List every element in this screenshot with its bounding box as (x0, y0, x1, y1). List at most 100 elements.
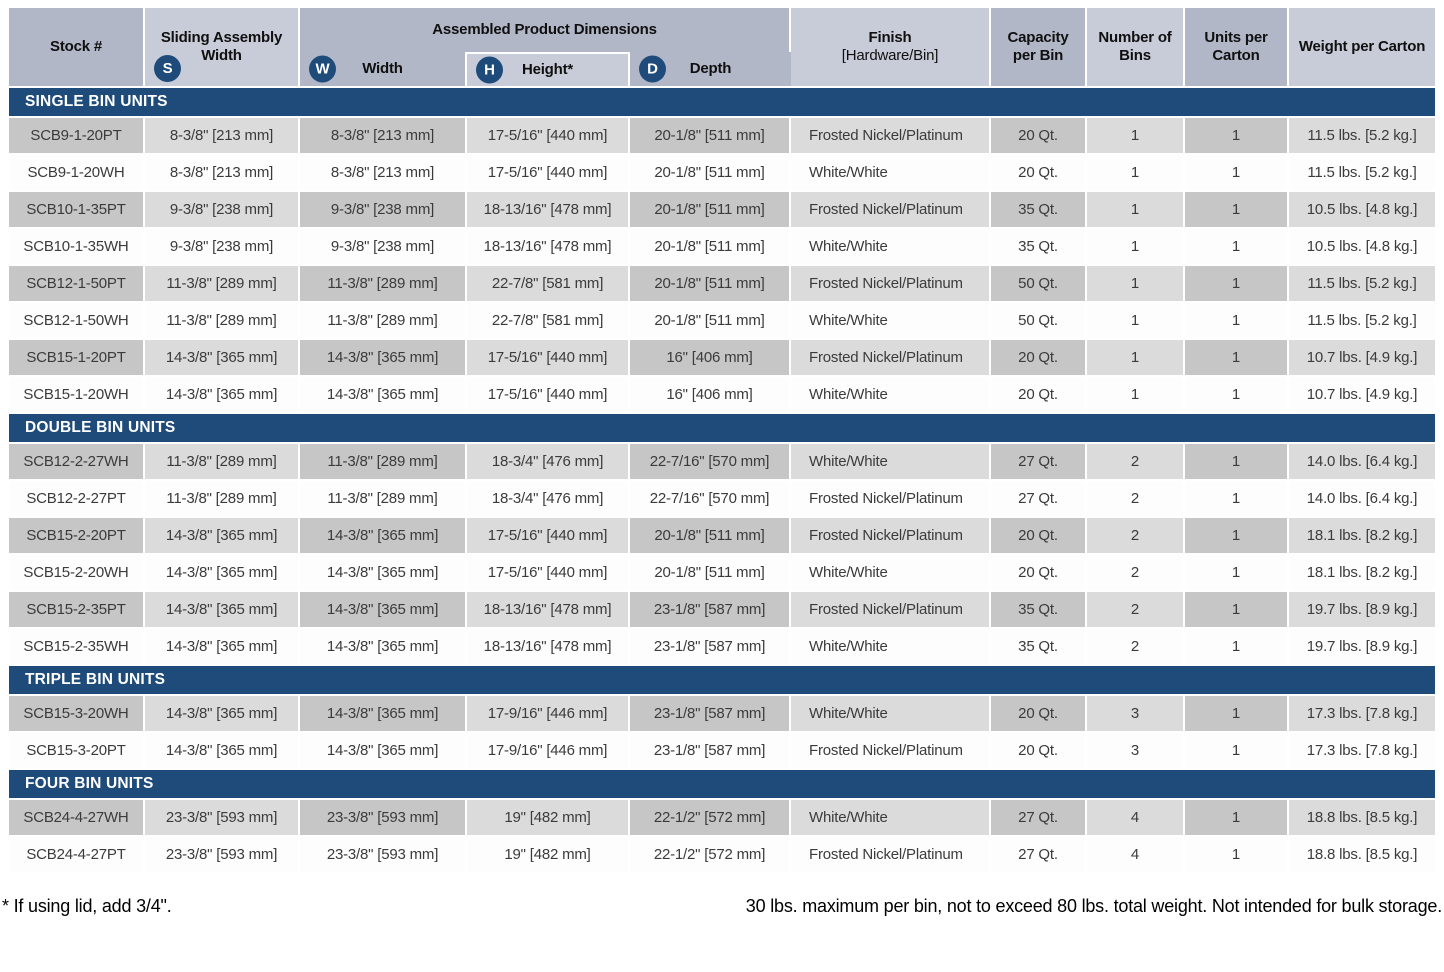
units-per-carton: 1 (1185, 481, 1289, 518)
width-label: Width (362, 60, 403, 78)
stock-number: SCB24-4-27PT (9, 837, 145, 874)
spec-row: SCB10-1-35WH 9-3/8" [238 mm] 9-3/8" [238 m… (9, 229, 1435, 266)
capacity-per-bin: 20 Qt. (991, 377, 1087, 414)
number-of-bins: 2 (1087, 444, 1185, 481)
spec-row: SCB15-2-20WH 14-3/8" [365 mm] 14-3/8" [365… (9, 555, 1435, 592)
footnote-lid: * If using lid, add 3/4". (2, 896, 172, 916)
spec-row: SCB9-1-20WH 8-3/8" [213 mm] 8-3/8" [213 mm… (9, 155, 1435, 192)
number-of-bins: 3 (1087, 696, 1185, 733)
weight-per-carton: 14.0 lbs. [6.4 kg.] (1289, 481, 1435, 518)
number-of-bins: 2 (1087, 592, 1185, 629)
spec-sheet: Stock # Sliding Assembly Width S Assembl… (9, 8, 1435, 874)
col-group-assembled-dimensions: Assembled Product Dimensions (300, 8, 791, 52)
units-per-carton: 1 (1185, 592, 1289, 629)
assembled-width: 14-3/8" [365 mm] (300, 592, 467, 629)
assembled-width: 14-3/8" [365 mm] (300, 555, 467, 592)
capacity-per-bin: 20 Qt. (991, 518, 1087, 555)
assembled-height: 18-13/16" [478 mm] (467, 592, 630, 629)
units-per-carton: 1 (1185, 155, 1289, 192)
footnotes: * If using lid, add 3/4". 30 lbs. maximu… (0, 874, 1444, 917)
sliding-assembly-width: 23-3/8" [593 mm] (145, 800, 300, 837)
number-of-bins: 1 (1087, 229, 1185, 266)
assembled-height: 17-5/16" [440 mm] (467, 340, 630, 377)
assembled-height: 17-5/16" [440 mm] (467, 555, 630, 592)
units-per-carton: 1 (1185, 733, 1289, 770)
section-title: SINGLE BIN UNITS (9, 88, 1435, 118)
sliding-assembly-width: 11-3/8" [289 mm] (145, 444, 300, 481)
col-header-number-of-bins: Number of Bins (1087, 8, 1185, 88)
assembled-depth: 20-1/8" [511 mm] (630, 192, 791, 229)
capacity-per-bin: 27 Qt. (991, 444, 1087, 481)
finish: White/White (791, 303, 991, 340)
spec-row: SCB15-1-20PT 14-3/8" [365 mm] 14-3/8" [365… (9, 340, 1435, 377)
assembled-width: 14-3/8" [365 mm] (300, 629, 467, 666)
sliding-assembly-width: 8-3/8" [213 mm] (145, 118, 300, 155)
assembled-depth: 22-7/16" [570 mm] (630, 444, 791, 481)
col-header-weight-per-carton: Weight per Carton (1289, 8, 1435, 88)
depth-label: Depth (689, 60, 732, 78)
stock-number: SCB12-1-50WH (9, 303, 145, 340)
number-of-bins: 4 (1087, 800, 1185, 837)
sliding-assembly-width: 14-3/8" [365 mm] (145, 377, 300, 414)
units-per-carton: 1 (1185, 266, 1289, 303)
assembled-depth: 20-1/8" [511 mm] (630, 229, 791, 266)
assembled-width: 11-3/8" [289 mm] (300, 481, 467, 518)
stock-number: SCB9-1-20PT (9, 118, 145, 155)
stock-number: SCB10-1-35PT (9, 192, 145, 229)
units-per-carton: 1 (1185, 192, 1289, 229)
weight-per-carton: 10.5 lbs. [4.8 kg.] (1289, 192, 1435, 229)
capacity-per-bin: 27 Qt. (991, 837, 1087, 874)
weight-per-carton: 10.7 lbs. [4.9 kg.] (1289, 340, 1435, 377)
sliding-assembly-width: 14-3/8" [365 mm] (145, 555, 300, 592)
assembled-height: 19" [482 mm] (467, 800, 630, 837)
assembled-depth: 23-1/8" [587 mm] (630, 696, 791, 733)
col-header-finish: Finish [Hardware/Bin] (791, 8, 991, 88)
units-per-carton: 1 (1185, 377, 1289, 414)
number-of-bins: 1 (1087, 377, 1185, 414)
weight-per-carton: 19.7 lbs. [8.9 kg.] (1289, 629, 1435, 666)
assembled-depth: 22-7/16" [570 mm] (630, 481, 791, 518)
spec-row: SCB12-2-27PT 11-3/8" [289 mm] 11-3/8" [289… (9, 481, 1435, 518)
assembled-width: 23-3/8" [593 mm] (300, 800, 467, 837)
units-per-carton: 1 (1185, 555, 1289, 592)
weight-per-carton: 18.1 lbs. [8.2 kg.] (1289, 555, 1435, 592)
number-of-bins: 1 (1087, 303, 1185, 340)
capacity-per-bin: 27 Qt. (991, 481, 1087, 518)
number-of-bins: 1 (1087, 118, 1185, 155)
weight-per-carton: 18.1 lbs. [8.2 kg.] (1289, 518, 1435, 555)
capacity-per-bin: 35 Qt. (991, 592, 1087, 629)
assembled-depth: 20-1/8" [511 mm] (630, 155, 791, 192)
spec-row: SCB12-2-27WH 11-3/8" [289 mm] 11-3/8" [289… (9, 444, 1435, 481)
finish: White/White (791, 629, 991, 666)
capacity-per-bin: 20 Qt. (991, 340, 1087, 377)
assembled-height: 17-5/16" [440 mm] (467, 118, 630, 155)
assembled-width: 14-3/8" [365 mm] (300, 733, 467, 770)
sliding-assembly-width: 14-3/8" [365 mm] (145, 518, 300, 555)
assembled-depth: 23-1/8" [587 mm] (630, 629, 791, 666)
assembled-depth: 16" [406 mm] (630, 377, 791, 414)
s-badge-icon: S (154, 55, 181, 82)
section-title: DOUBLE BIN UNITS (9, 414, 1435, 444)
assembled-width: 8-3/8" [213 mm] (300, 155, 467, 192)
stock-number: SCB12-2-27PT (9, 481, 145, 518)
spec-row: SCB15-1-20WH 14-3/8" [365 mm] 14-3/8" [365… (9, 377, 1435, 414)
units-per-carton: 1 (1185, 303, 1289, 340)
number-of-bins: 2 (1087, 629, 1185, 666)
assembled-height: 17-9/16" [446 mm] (467, 733, 630, 770)
section-title: TRIPLE BIN UNITS (9, 666, 1435, 696)
header-row-main: Stock # Sliding Assembly Width S Assembl… (9, 8, 1435, 88)
col-header-capacity: Capacity per Bin (991, 8, 1087, 88)
sliding-assembly-width: 8-3/8" [213 mm] (145, 155, 300, 192)
sliding-assembly-width: 23-3/8" [593 mm] (145, 837, 300, 874)
height-label: Height* (521, 61, 574, 79)
h-badge-icon: H (476, 56, 503, 84)
units-per-carton: 1 (1185, 696, 1289, 733)
product-spec-table: Stock # Sliding Assembly Width S Assembl… (9, 8, 1435, 874)
finish: Frosted Nickel/Platinum (791, 837, 991, 874)
capacity-per-bin: 35 Qt. (991, 192, 1087, 229)
capacity-per-bin: 50 Qt. (991, 303, 1087, 340)
finish: Frosted Nickel/Platinum (791, 192, 991, 229)
spec-row: SCB24-4-27WH 23-3/8" [593 mm] 23-3/8" [593… (9, 800, 1435, 837)
assembled-width: 14-3/8" [365 mm] (300, 518, 467, 555)
assembled-height: 18-3/4" [476 mm] (467, 444, 630, 481)
